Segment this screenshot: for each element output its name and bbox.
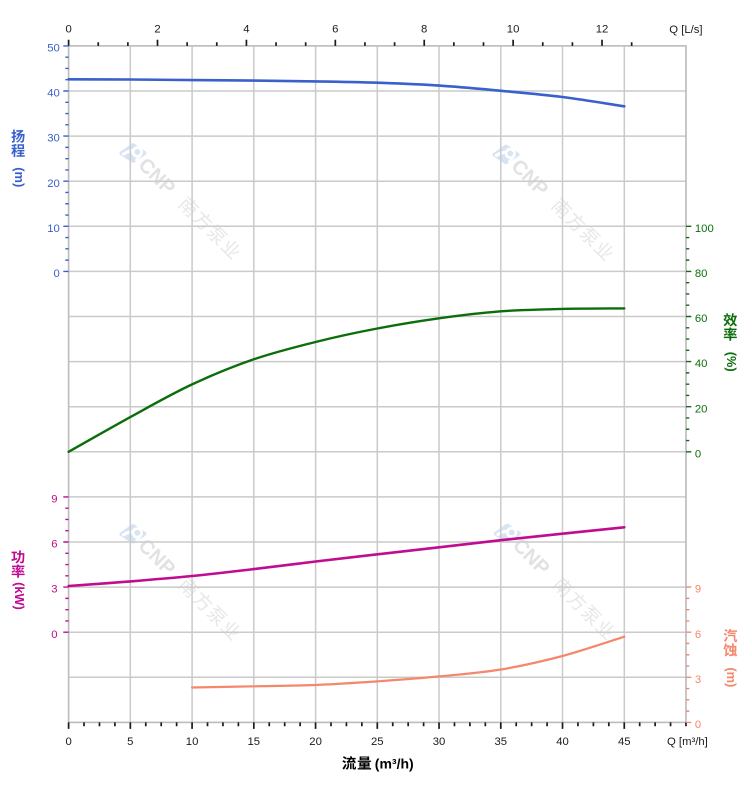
svg-text:0: 0 (65, 24, 71, 36)
svg-text:12: 12 (596, 24, 609, 36)
svg-text:40: 40 (556, 736, 569, 748)
svg-text:4: 4 (243, 24, 249, 36)
svg-text:0: 0 (695, 719, 701, 731)
svg-text:40: 40 (47, 88, 60, 100)
svg-text:6: 6 (332, 24, 338, 36)
svg-text:35: 35 (495, 736, 508, 748)
svg-text:15: 15 (248, 736, 261, 748)
svg-text:20: 20 (309, 736, 322, 748)
svg-text:3: 3 (695, 674, 701, 686)
svg-text:0: 0 (54, 268, 60, 280)
svg-text:6: 6 (695, 629, 701, 641)
svg-text:30: 30 (47, 133, 60, 145)
svg-text:(m): (m) (724, 667, 739, 687)
svg-text:0: 0 (65, 736, 71, 748)
svg-text:3: 3 (51, 584, 57, 596)
svg-text:0: 0 (695, 448, 701, 460)
svg-text:10: 10 (507, 24, 520, 36)
svg-text:10: 10 (186, 736, 199, 748)
svg-text:80: 80 (695, 268, 708, 280)
svg-text:30: 30 (433, 736, 446, 748)
svg-text:(kW): (kW) (12, 582, 27, 610)
svg-text:5: 5 (127, 736, 133, 748)
svg-text:45: 45 (618, 736, 631, 748)
svg-text:20: 20 (47, 178, 60, 190)
svg-text:40: 40 (695, 358, 708, 370)
svg-text:2: 2 (154, 24, 160, 36)
svg-text:9: 9 (51, 494, 57, 506)
svg-text:(m³/h): (m³/h) (375, 756, 414, 772)
svg-text:60: 60 (695, 313, 708, 325)
svg-text:(m): (m) (12, 167, 27, 187)
svg-text:6: 6 (51, 539, 57, 551)
svg-text:100: 100 (695, 223, 714, 235)
svg-text:50: 50 (47, 43, 60, 55)
svg-text:20: 20 (695, 403, 708, 415)
svg-text:9: 9 (695, 584, 701, 596)
svg-text:8: 8 (421, 24, 427, 36)
svg-text:Q [L/s]: Q [L/s] (669, 24, 702, 36)
svg-text:Q [m³/h]: Q [m³/h] (667, 736, 708, 748)
svg-text:25: 25 (371, 736, 384, 748)
svg-text:10: 10 (47, 223, 60, 235)
svg-text:0: 0 (51, 629, 57, 641)
svg-text:(%): (%) (724, 352, 739, 372)
